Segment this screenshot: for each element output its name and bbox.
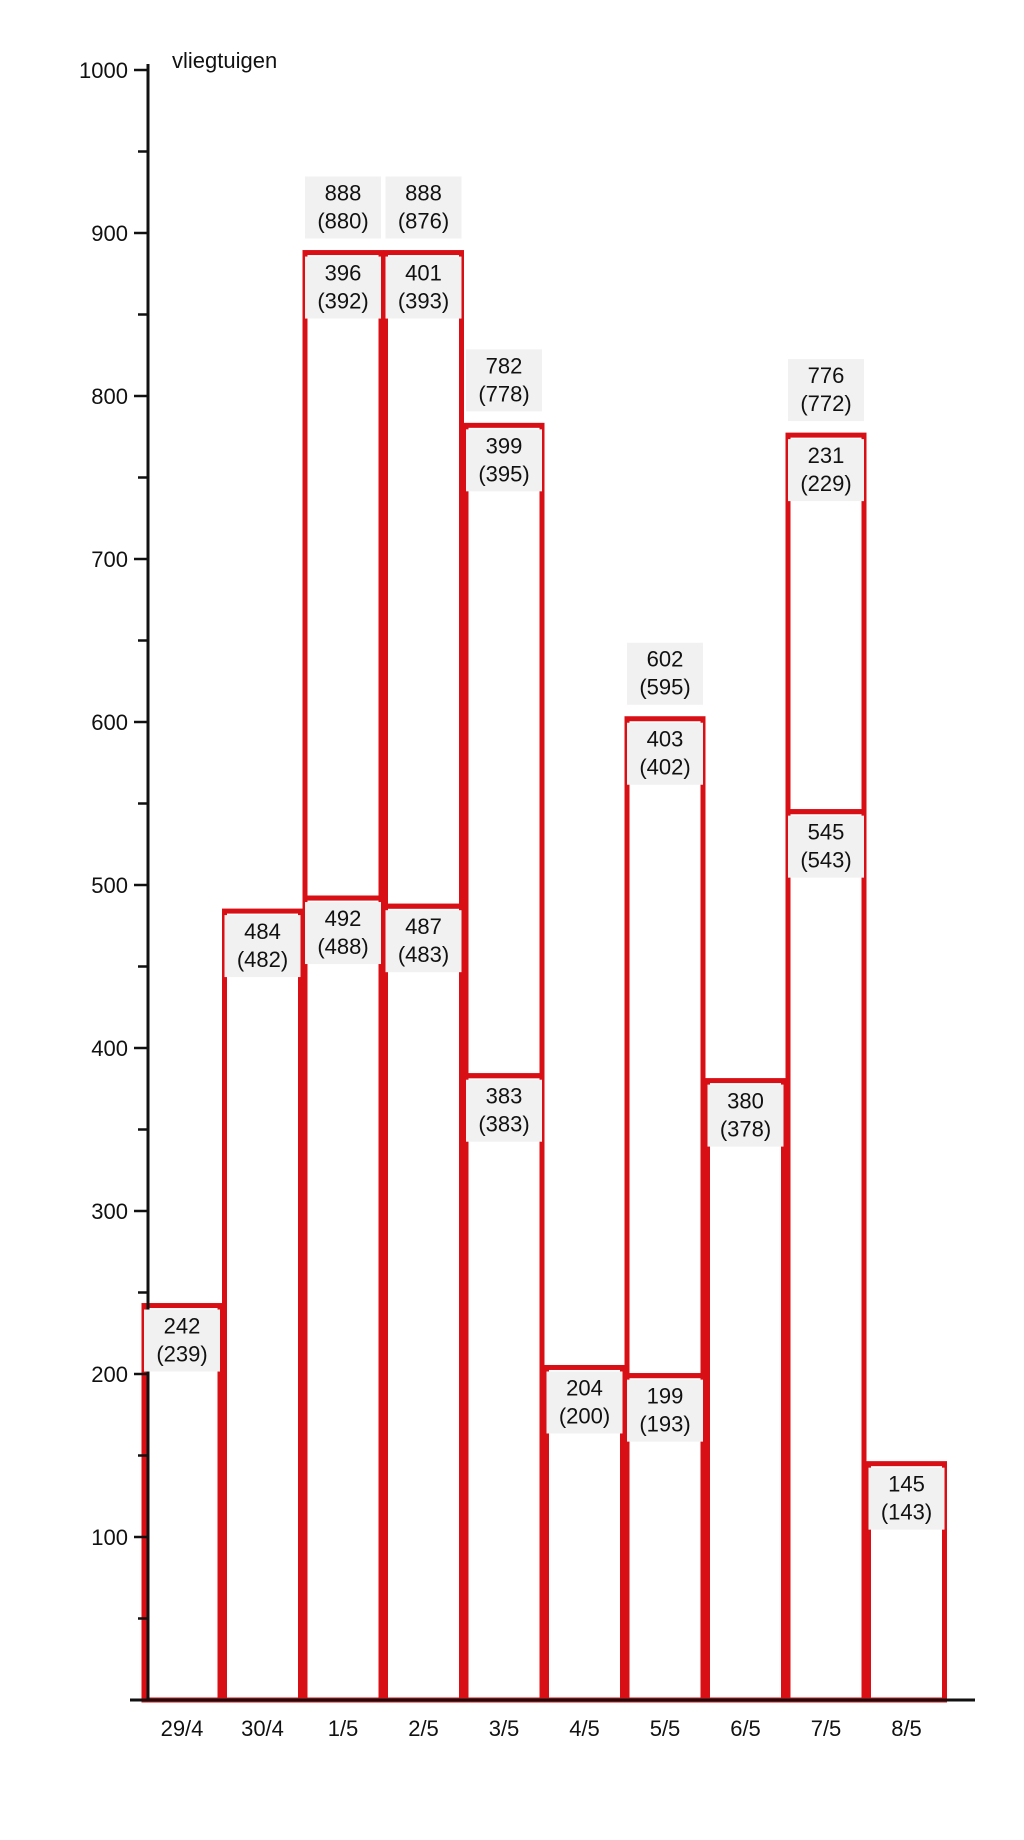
data-label-lower: 545: [808, 820, 845, 845]
x-category-label: 4/5: [569, 1716, 600, 1741]
data-label-lower-bg: [305, 902, 381, 965]
data-label-total-bg: [305, 176, 381, 239]
data-label-total-bg: [385, 176, 462, 239]
data-label-total: 888: [325, 181, 362, 206]
y-tick-label: 500: [91, 873, 128, 898]
x-category-label: 2/5: [408, 1716, 439, 1741]
x-category-label: 5/5: [650, 1716, 681, 1741]
bars-layer: [141, 250, 947, 1703]
y-tick-label: 100: [91, 1525, 128, 1550]
data-label-lower: (543): [800, 848, 851, 873]
data-label-total: (880): [317, 209, 368, 234]
data-label-upper: (395): [478, 461, 529, 486]
data-label-total: (778): [478, 381, 529, 406]
data-label-upper: 231: [808, 443, 845, 468]
data-label-lower: 487: [405, 914, 442, 939]
data-label-lower: (482): [237, 947, 288, 972]
x-category-label: 6/5: [730, 1716, 761, 1741]
data-label-lower-bg: [385, 910, 462, 973]
y-tick-label: 400: [91, 1036, 128, 1061]
data-label-upper: (402): [639, 755, 690, 780]
data-label-lower: 204: [566, 1375, 603, 1400]
bar-segment-lower: [463, 1073, 545, 1703]
data-label-total: 776: [808, 363, 845, 388]
data-label-upper-bg: [385, 256, 462, 319]
data-label-lower-bg: [627, 1379, 703, 1442]
bar-segment-upper: [463, 422, 545, 1079]
bar-segment-upper: [624, 716, 706, 1379]
data-label-lower-bg: [144, 1309, 220, 1372]
bar-segment-lower: [302, 895, 384, 1703]
data-label-upper: (229): [800, 471, 851, 496]
data-label-lower: 492: [325, 906, 362, 931]
data-label-total: (595): [639, 675, 690, 700]
data-label-total-bg: [466, 349, 542, 412]
data-label-upper-bg: [305, 256, 381, 319]
data-label-lower: (378): [720, 1117, 771, 1142]
bar-segment-upper: [302, 250, 384, 901]
data-label-upper-bg: [788, 439, 864, 502]
data-label-upper: 396: [325, 261, 362, 286]
bar-segment-lower: [785, 809, 867, 1703]
data-label-lower: 484: [244, 919, 281, 944]
data-label-upper-bg: [627, 722, 703, 785]
data-label-lower: 145: [888, 1472, 925, 1497]
data-label-lower-bg: [224, 915, 301, 978]
data-label-lower: (483): [398, 942, 449, 967]
data-label-total: 602: [647, 647, 684, 672]
data-label-lower-bg: [788, 815, 864, 878]
y-tick-label: 900: [91, 221, 128, 246]
data-label-lower: (239): [156, 1342, 207, 1367]
data-label-lower-bg: [707, 1084, 784, 1147]
data-label-total: (772): [800, 391, 851, 416]
data-label-upper: 399: [486, 433, 523, 458]
x-category-label: 3/5: [489, 1716, 520, 1741]
bar-segment-upper: [785, 432, 867, 815]
y-axis-unit-label: vliegtuigen: [172, 48, 277, 73]
data-label-total: 888: [405, 181, 442, 206]
data-label-upper: (392): [317, 289, 368, 314]
y-tick-label: 600: [91, 710, 128, 735]
bar-segment-lower: [383, 903, 464, 1703]
data-label-total-bg: [627, 642, 703, 705]
data-label-lower: (143): [881, 1500, 932, 1525]
data-label-total: 782: [486, 353, 523, 378]
data-label-lower-bg: [546, 1371, 623, 1434]
data-label-lower: (383): [478, 1112, 529, 1137]
data-label-upper: 401: [405, 261, 442, 286]
y-tick-label: 200: [91, 1362, 128, 1387]
data-label-lower: (200): [559, 1403, 610, 1428]
y-tick-label: 800: [91, 384, 128, 409]
data-label-lower: 199: [647, 1384, 684, 1409]
y-tick-label: 700: [91, 547, 128, 572]
data-label-lower: 380: [727, 1089, 764, 1114]
x-category-label: 8/5: [891, 1716, 922, 1741]
y-axis: 100 200 300 400 500 600 700 800 900 1000 29/4 30/4 1…: [79, 58, 975, 1741]
x-category-label: 30/4: [241, 1716, 284, 1741]
data-label-upper: (393): [398, 289, 449, 314]
data-label-upper: 403: [647, 727, 684, 752]
bar-segment-lower: [705, 1078, 786, 1703]
bar-segment-lower: [222, 908, 303, 1703]
data-label-total-bg: [788, 359, 864, 422]
data-label-lower: (488): [317, 934, 368, 959]
x-category-label: 1/5: [328, 1716, 359, 1741]
data-label-lower: 242: [164, 1314, 201, 1339]
data-labels-layer: 242 (239) 484 (482) 492 (488) 396 (392) 888 (880)…: [144, 176, 945, 1530]
y-tick-label: 300: [91, 1199, 128, 1224]
y-tick-label: 1000: [79, 58, 128, 83]
data-label-lower: (193): [639, 1412, 690, 1437]
data-label-lower: 383: [486, 1084, 523, 1109]
bar-segment-upper: [383, 250, 464, 909]
data-label-lower-bg: [466, 1079, 542, 1142]
data-label-lower-bg: [868, 1467, 945, 1530]
data-label-upper-bg: [466, 429, 542, 492]
x-category-label: 29/4: [161, 1716, 204, 1741]
data-label-total: (876): [398, 209, 449, 234]
x-category-label: 7/5: [811, 1716, 842, 1741]
